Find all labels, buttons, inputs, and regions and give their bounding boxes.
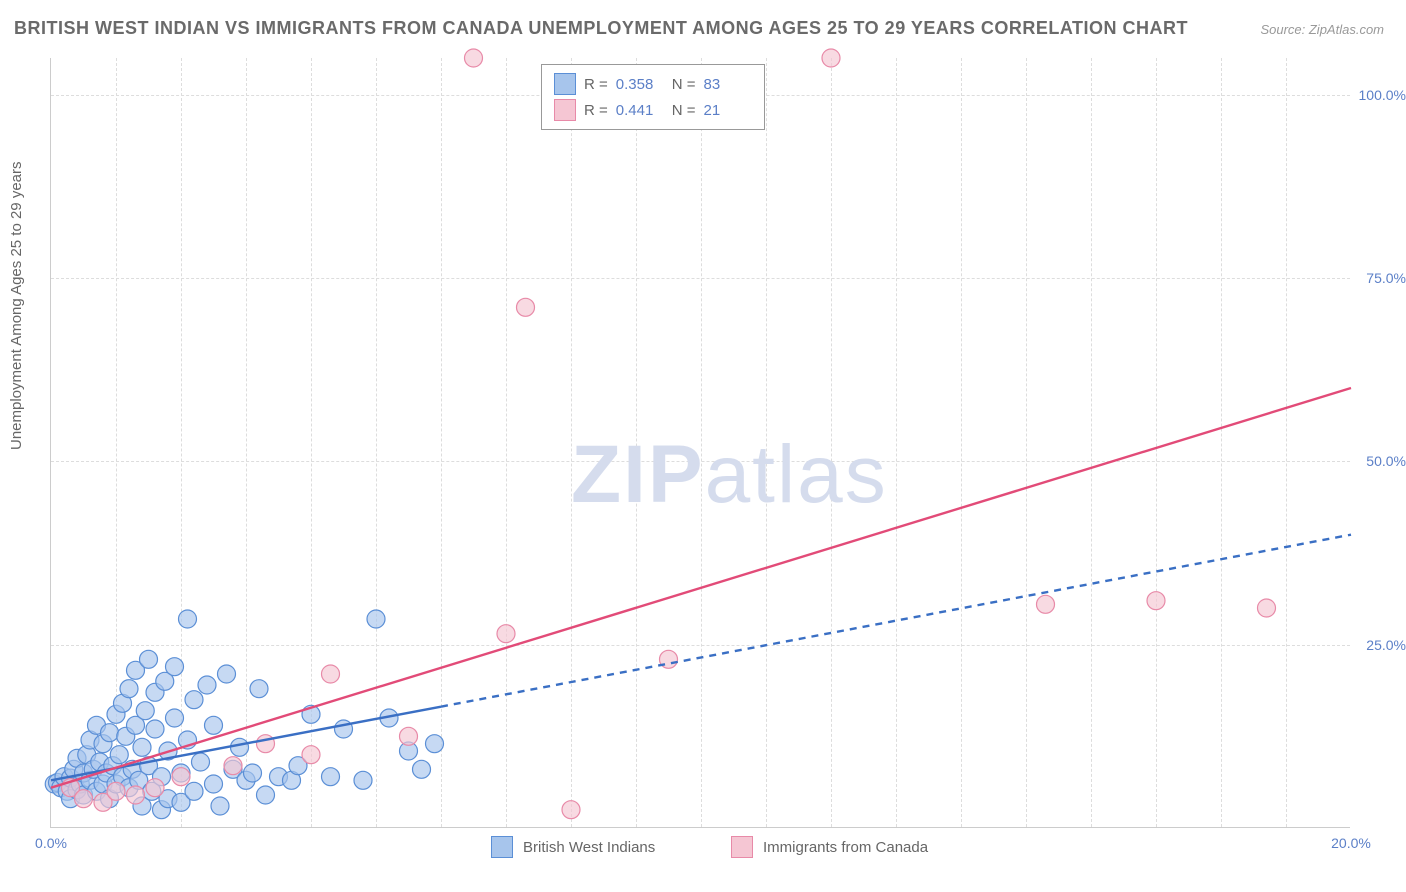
scatter-point-bwi xyxy=(257,786,275,804)
scatter-point-bwi xyxy=(133,738,151,756)
scatter-point-canada xyxy=(465,49,483,67)
bottom-legend-bwi: British West Indians xyxy=(491,836,655,858)
scatter-point-bwi xyxy=(205,716,223,734)
stats-n-label-2: N = xyxy=(672,102,696,119)
scatter-point-bwi xyxy=(211,797,229,815)
scatter-point-canada xyxy=(224,757,242,775)
scatter-point-bwi xyxy=(146,720,164,738)
stats-r-label-2: R = xyxy=(584,102,608,119)
scatter-point-bwi xyxy=(136,702,154,720)
stats-r-label: R = xyxy=(584,76,608,93)
source-attribution: Source: ZipAtlas.com xyxy=(1260,22,1384,37)
scatter-point-bwi xyxy=(110,746,128,764)
chart-title: BRITISH WEST INDIAN VS IMMIGRANTS FROM C… xyxy=(14,18,1188,39)
scatter-point-bwi xyxy=(179,610,197,628)
scatter-point-bwi xyxy=(426,735,444,753)
ytick-label: 75.0% xyxy=(1366,270,1406,286)
y-axis-label: Unemployment Among Ages 25 to 29 years xyxy=(8,161,25,450)
legend-label-bwi: British West Indians xyxy=(523,839,655,856)
scatter-point-canada xyxy=(562,801,580,819)
legend-swatch-canada xyxy=(731,836,753,858)
scatter-point-bwi xyxy=(166,709,184,727)
scatter-point-canada xyxy=(107,782,125,800)
stats-legend: R = 0.358 N = 83 R = 0.441 N = 21 xyxy=(541,64,765,130)
scatter-point-bwi xyxy=(205,775,223,793)
scatter-point-bwi xyxy=(198,676,216,694)
scatter-point-canada xyxy=(497,625,515,643)
scatter-point-bwi xyxy=(413,760,431,778)
scatter-point-canada xyxy=(1037,595,1055,613)
scatter-point-canada xyxy=(75,790,93,808)
scatter-point-bwi xyxy=(354,771,372,789)
trend-line-dashed-bwi xyxy=(441,535,1351,707)
stats-n-label: N = xyxy=(672,76,696,93)
scatter-point-canada xyxy=(1258,599,1276,617)
scatter-point-bwi xyxy=(367,610,385,628)
scatter-point-bwi xyxy=(218,665,236,683)
scatter-point-canada xyxy=(302,746,320,764)
stats-row-bwi: R = 0.358 N = 83 xyxy=(554,71,752,97)
scatter-point-canada xyxy=(127,786,145,804)
scatter-point-bwi xyxy=(322,768,340,786)
scatter-point-canada xyxy=(172,768,190,786)
legend-label-canada: Immigrants from Canada xyxy=(763,839,928,856)
ytick-label: 25.0% xyxy=(1366,637,1406,653)
stats-n-bwi: 83 xyxy=(704,76,752,93)
chart-svg xyxy=(51,58,1350,827)
scatter-point-bwi xyxy=(250,680,268,698)
stats-n-canada: 21 xyxy=(704,102,752,119)
scatter-point-canada xyxy=(1147,592,1165,610)
scatter-point-bwi xyxy=(185,691,203,709)
bottom-legend-canada: Immigrants from Canada xyxy=(731,836,928,858)
scatter-point-bwi xyxy=(140,650,158,668)
stats-r-bwi: 0.358 xyxy=(616,76,664,93)
scatter-point-bwi xyxy=(120,680,138,698)
ytick-label: 50.0% xyxy=(1366,453,1406,469)
xtick-label: 20.0% xyxy=(1331,835,1371,851)
ytick-label: 100.0% xyxy=(1359,87,1406,103)
scatter-point-bwi xyxy=(192,753,210,771)
scatter-point-bwi xyxy=(166,658,184,676)
scatter-point-canada xyxy=(517,298,535,316)
scatter-point-canada xyxy=(322,665,340,683)
scatter-point-canada xyxy=(257,735,275,753)
xtick-label: 0.0% xyxy=(35,835,67,851)
stats-r-canada: 0.441 xyxy=(616,102,664,119)
scatter-point-canada xyxy=(146,779,164,797)
plot-area: ZIPatlas R = 0.358 N = 83 R = 0.441 N = … xyxy=(50,58,1350,828)
trend-line-canada xyxy=(51,388,1351,788)
scatter-point-bwi xyxy=(101,724,119,742)
scatter-point-canada xyxy=(822,49,840,67)
scatter-point-bwi xyxy=(231,738,249,756)
stats-row-canada: R = 0.441 N = 21 xyxy=(554,97,752,123)
swatch-bwi xyxy=(554,73,576,95)
scatter-point-canada xyxy=(400,727,418,745)
legend-swatch-bwi xyxy=(491,836,513,858)
scatter-point-bwi xyxy=(185,782,203,800)
scatter-point-bwi xyxy=(244,764,262,782)
swatch-canada xyxy=(554,99,576,121)
